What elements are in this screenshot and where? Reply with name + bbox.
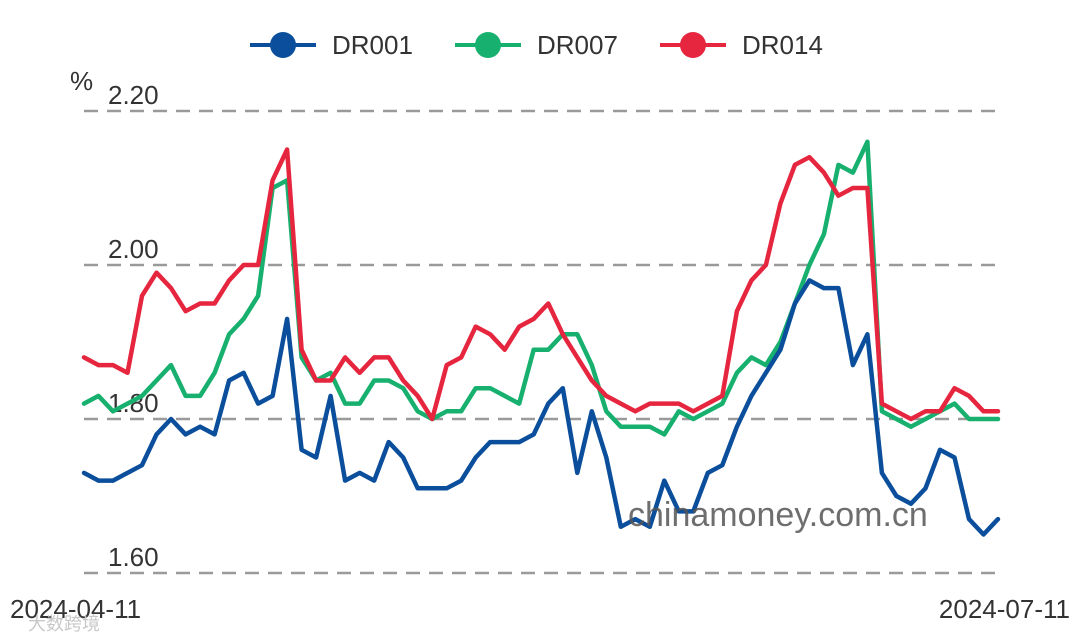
legend-marker <box>270 32 296 58</box>
series-line-dr014 <box>81 147 1001 422</box>
watermark: chinamoney.com.cn <box>628 496 928 534</box>
x-end-label: 2024-07-11 <box>939 594 1070 624</box>
y-axis-unit: % <box>70 66 93 96</box>
x-start-label: 2024-04-11 <box>10 594 141 624</box>
y-tick-label: 2.00 <box>108 234 159 264</box>
legend-marker <box>680 32 706 58</box>
legend-label: DR007 <box>537 30 618 60</box>
series-line-dr001 <box>81 278 1001 537</box>
legend-label: DR014 <box>742 30 823 60</box>
series-lines <box>81 139 1001 537</box>
legend: DR001 DR007 DR014 <box>250 30 823 60</box>
legend-marker <box>475 32 501 58</box>
y-tick-label: 2.20 <box>108 80 159 110</box>
y-tick-label: 1.60 <box>108 542 159 572</box>
credit-watermark: 大数跨境 <box>28 614 100 634</box>
series-line-dr007 <box>81 139 1001 437</box>
legend-label: DR001 <box>332 30 413 60</box>
gridlines <box>84 109 998 575</box>
y-axis-ticks: 1.601.802.002.20 <box>108 80 159 572</box>
